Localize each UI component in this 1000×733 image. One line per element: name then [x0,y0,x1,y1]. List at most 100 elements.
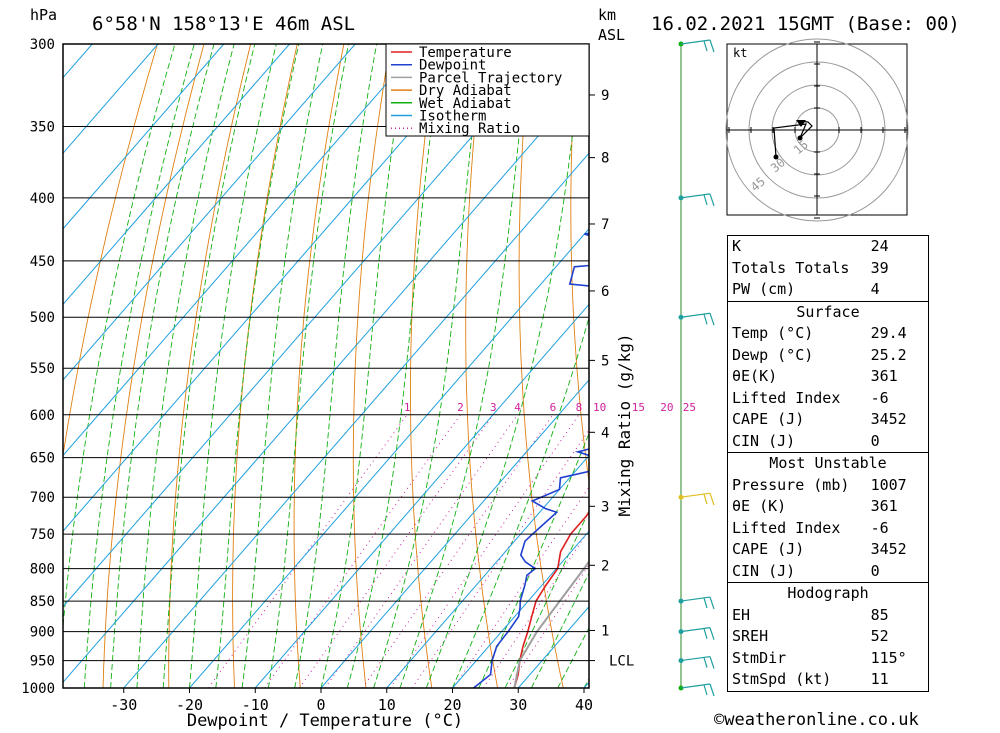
wet-adiabat-line [136,44,235,688]
index-name: SREH [732,627,769,645]
mixing-ratio-label: 4 [514,401,521,414]
height-tick-label: 9 [601,88,609,104]
credit-label: ©weatheronline.co.uk [714,710,919,730]
index-name: Dewp (°C) [732,345,814,364]
pressure-tick-label: 800 [30,562,55,578]
legend-label: Isotherm [419,109,486,125]
pressure-tick-label: 750 [30,527,55,543]
wind-barb-staff [680,492,711,498]
index-row: Totals Totals 39 [728,258,928,280]
index-row: Temp (°C) 29.4 [728,323,928,345]
pressure-tick-label: 850 [30,594,55,610]
height-tick-label: 2 [601,558,609,574]
dry-adiabat-line [293,44,345,688]
wind-barb-flag [709,39,715,53]
wet-adiabat-line [373,44,484,688]
isotherm-line [123,152,589,688]
mixing-ratio-label: 2 [457,401,464,414]
dry-adiabat-line [518,44,564,688]
legend-label: Parcel Trajectory [419,70,562,86]
datetime-label: 16.02.2021 15GMT (Base: 00) [651,13,960,35]
index-row: PW (cm) 4 [728,279,928,301]
pressure-tick-label: 400 [30,191,55,207]
index-name: EH [732,605,751,624]
index-name: Lifted Index [732,388,841,407]
legend-label: Mixing Ratio [419,121,520,137]
x-tick-label: 0 [316,696,325,714]
wind-barb-staff [680,39,711,45]
wind-barb-flag [709,313,715,326]
wet-adiabat-line [504,509,589,688]
index-row: Pressure (mb) 1007 [728,475,928,497]
wind-barb-flag [703,628,708,639]
mixing-ratio-axis-label: Mixing Ratio (g/kg) [615,333,634,516]
isotherm-line [63,44,553,608]
mixing-ratio-line [298,414,494,688]
wind-barb-staff [680,312,711,318]
index-name: CIN (J) [732,431,796,450]
dry-adiabat-line [410,44,438,688]
wet-adiabat-line [530,572,589,688]
index-row: CIN (J) 0 [728,561,928,583]
mixing-ratio-label: 10 [593,401,606,414]
mixing-ratio-line [264,414,461,688]
index-name: CAPE (J) [732,540,805,558]
pressure-tick-label: 450 [30,254,55,270]
km-unit: km [598,6,616,24]
x-tick-label: -30 [110,696,137,714]
height-tick-label: LCL [609,654,634,670]
wind-barb-flag [709,656,715,669]
index-row: Lifted Index -6 [728,388,928,410]
index-value: 29.4 [870,324,907,342]
index-value: 52 [870,627,889,645]
isotherm-line [63,44,488,532]
index-name: θE(K) [732,367,778,385]
index-value: 115° [870,648,907,667]
hodograph-unit: kt [733,46,747,60]
index-name: StmSpd (kt) [732,670,832,688]
x-tick-label: 20 [443,696,461,714]
index-value: 361 [870,367,898,385]
isotherm-line [63,44,422,457]
isotherm-line [63,76,589,684]
height-tick-label: 8 [601,151,609,167]
index-name: K [732,237,742,255]
index-row: θE(K) 361 [728,366,928,388]
index-row: θE (K) 361 [728,496,928,518]
wet-adiabat-line [346,44,444,688]
mixing-ratio-line [452,486,589,688]
wet-adiabat-line [267,44,349,688]
height-tick-label: 5 [601,353,609,369]
mixing-ratio-label: 6 [550,401,557,414]
index-name: CAPE (J) [732,410,805,428]
index-value: 3452 [870,540,907,558]
wind-barb-flag [703,314,708,325]
surface-title: Surface [728,300,928,324]
index-row: StmDir 115° [728,648,928,670]
wet-adiabat-line [83,44,195,688]
series-dewpoint-line [473,232,589,688]
pressure-tick-label: 600 [30,408,55,424]
index-name: θE (K) [732,497,787,515]
wind-barb-flag [703,684,708,696]
index-row: CAPE (J) 3452 [728,539,928,561]
x-tick-label: 10 [378,696,396,714]
asl-unit: ASL [598,26,625,44]
index-value: -6 [870,518,889,537]
index-value: 1007 [870,475,907,494]
pressure-tick-label: 500 [30,310,55,326]
wet-adiabat-line [189,44,277,688]
wind-barb-flag [703,494,708,505]
dry-adiabat-line [102,44,205,688]
wind-barb-flag [709,627,715,640]
wind-barb-flag [709,193,715,207]
wind-barb-flag [703,657,708,668]
x-axis-label: Dewpoint / Temperature (°C) [187,711,463,731]
index-name: Lifted Index [732,518,841,537]
index-value: 4 [870,280,880,298]
isotherm-line [452,530,589,688]
index-name: CIN (J) [732,561,796,580]
dry-adiabat-line [232,44,298,688]
index-value: -6 [870,388,889,407]
